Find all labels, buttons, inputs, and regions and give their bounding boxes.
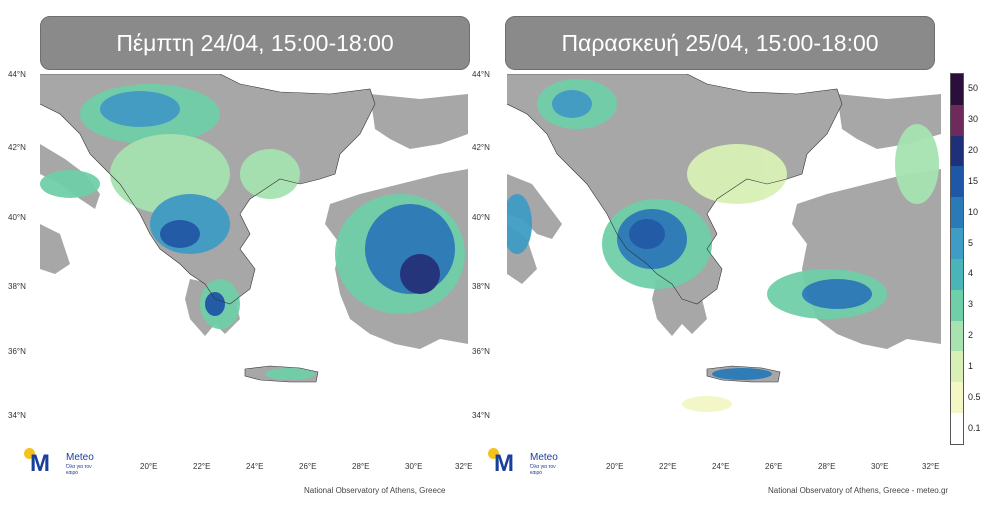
lat-tick-right: 36°N bbox=[472, 347, 490, 356]
lon-tick-left: 28°E bbox=[352, 462, 370, 471]
colorbar-cell bbox=[951, 382, 963, 414]
lat-tick-left: 34°N bbox=[8, 411, 26, 420]
colorbar-label: 4 bbox=[968, 268, 974, 279]
colorbar-cell bbox=[951, 320, 963, 352]
colorbar-label: 1 bbox=[968, 360, 974, 371]
colorbar-cell bbox=[951, 289, 963, 321]
colorbar-cell bbox=[951, 413, 963, 444]
lon-tick-left: 22°E bbox=[193, 462, 211, 471]
lon-tick-left: 24°E bbox=[246, 462, 264, 471]
map-canvas-right bbox=[507, 74, 941, 446]
panel-title-right: Παρασκευή 25/04, 15:00-18:00 bbox=[505, 16, 935, 70]
lon-tick-right: 32°E bbox=[922, 462, 940, 471]
colorbar-cell bbox=[951, 104, 963, 136]
colorbar-cell bbox=[951, 74, 963, 105]
footer-credit-right: National Observatory of Athens, Greece -… bbox=[768, 486, 949, 495]
panel-title-left: Πέμπτη 24/04, 15:00-18:00 bbox=[40, 16, 470, 70]
lat-tick-left: 38°N bbox=[8, 282, 26, 291]
precip-map-right bbox=[507, 74, 941, 446]
colorbar-label: 3 bbox=[968, 299, 974, 310]
colorbar-label: 15 bbox=[968, 175, 979, 186]
lat-tick-right: 40°N bbox=[472, 213, 490, 222]
lat-tick-left: 36°N bbox=[8, 347, 26, 356]
lon-tick-right: 30°E bbox=[871, 462, 889, 471]
lon-tick-left: 32°E bbox=[455, 462, 473, 471]
lat-tick-left: 42°N bbox=[8, 143, 26, 152]
colorbar-cell bbox=[951, 351, 963, 383]
lon-tick-left: 26°E bbox=[299, 462, 317, 471]
colorbar-cell bbox=[951, 228, 963, 259]
colorbar-label: 50 bbox=[968, 83, 979, 94]
colorbar-cell bbox=[951, 135, 963, 167]
lat-tick-right: 42°N bbox=[472, 143, 490, 152]
colorbar-label: 2 bbox=[968, 330, 974, 341]
lat-tick-right: 38°N bbox=[472, 282, 490, 291]
colorbar-label: 20 bbox=[968, 145, 979, 156]
footer-credit-left: National Observatory of Athens, Greece bbox=[304, 486, 446, 495]
lat-tick-right: 44°N bbox=[472, 70, 490, 79]
meteo-logo-icon: M Meteo Όλα για τον καιρό bbox=[24, 448, 114, 478]
colorbar-label: 10 bbox=[968, 206, 979, 217]
lat-tick-left: 40°N bbox=[8, 213, 26, 222]
precip-colorbar bbox=[950, 73, 964, 445]
meteo-logo-icon: M Meteo Όλα για τον καιρό bbox=[488, 448, 578, 478]
logo-tagline: Όλα για τον καιρό bbox=[530, 464, 556, 476]
logo-name: Meteo bbox=[66, 452, 94, 463]
colorbar-cell bbox=[951, 166, 963, 198]
colorbar-cell bbox=[951, 258, 963, 290]
logo-name: Meteo bbox=[530, 452, 558, 463]
colorbar-label: 0.1 bbox=[968, 422, 981, 433]
colorbar-label: 30 bbox=[968, 114, 979, 125]
lat-tick-left: 44°N bbox=[8, 70, 26, 79]
lon-tick-right: 26°E bbox=[765, 462, 783, 471]
map-canvas-left bbox=[40, 74, 468, 446]
colorbar-cell bbox=[951, 197, 963, 229]
lon-tick-right: 24°E bbox=[712, 462, 730, 471]
lon-tick-right: 22°E bbox=[659, 462, 677, 471]
lon-tick-right: 28°E bbox=[818, 462, 836, 471]
lon-tick-left: 20°E bbox=[140, 462, 158, 471]
lon-tick-right: 20°E bbox=[606, 462, 624, 471]
colorbar-label: 5 bbox=[968, 237, 974, 248]
logo-tagline: Όλα για τον καιρό bbox=[66, 464, 92, 476]
colorbar-label: 0.5 bbox=[968, 391, 981, 402]
precip-map-left bbox=[40, 74, 468, 446]
lat-tick-right: 34°N bbox=[472, 411, 490, 420]
lon-tick-left: 30°E bbox=[405, 462, 423, 471]
